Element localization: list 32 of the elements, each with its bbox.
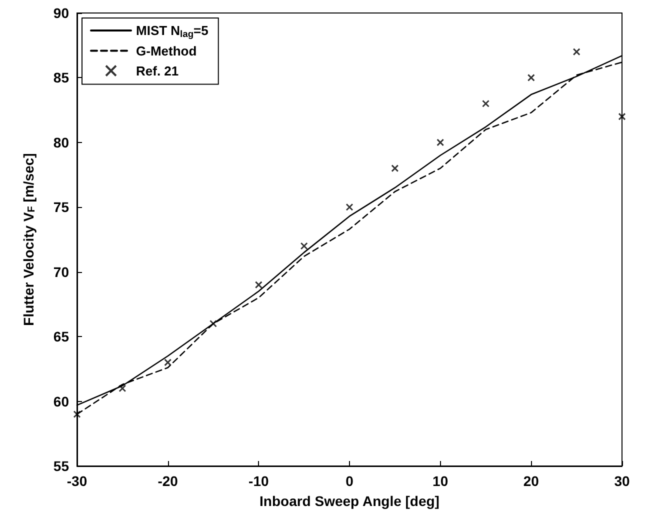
- point: [300, 242, 308, 250]
- y-tick-label: 75: [53, 199, 70, 216]
- point: [254, 281, 262, 289]
- y-tick-label: 60: [53, 393, 70, 410]
- point: [572, 48, 580, 56]
- x-tick-label: -10: [248, 473, 269, 489]
- y-tick-label: 65: [53, 328, 70, 345]
- y-axis-title: Flutter Velocity VF [m/sec]: [20, 153, 38, 326]
- x-tick-label: 30: [614, 473, 630, 489]
- point: [346, 203, 354, 211]
- point: [482, 100, 490, 108]
- x-tick-label: 0: [346, 473, 354, 489]
- x-tick-label: 10: [432, 473, 448, 489]
- x-tick-label: -20: [158, 473, 178, 489]
- y-tick-label: 55: [53, 458, 70, 474]
- point: [436, 138, 444, 146]
- y-tick-label: 85: [53, 70, 70, 86]
- point: [210, 320, 217, 328]
- point: [73, 410, 81, 418]
- legend-label: Ref. 21: [136, 63, 179, 78]
- y-tick-label: 70: [53, 264, 70, 280]
- point: [618, 112, 626, 120]
- y-tick-label: 90: [53, 5, 70, 21]
- point: [527, 74, 535, 82]
- point: [164, 358, 172, 366]
- y-tick-label: 80: [53, 134, 70, 150]
- legend-label: G-Method: [136, 43, 197, 58]
- point: [118, 384, 126, 392]
- x-tick-label: -30: [66, 473, 88, 489]
- x-axis-title: Inboard Sweep Angle [deg]: [260, 493, 440, 509]
- point: [391, 164, 399, 172]
- x-tick-label: 20: [523, 473, 540, 489]
